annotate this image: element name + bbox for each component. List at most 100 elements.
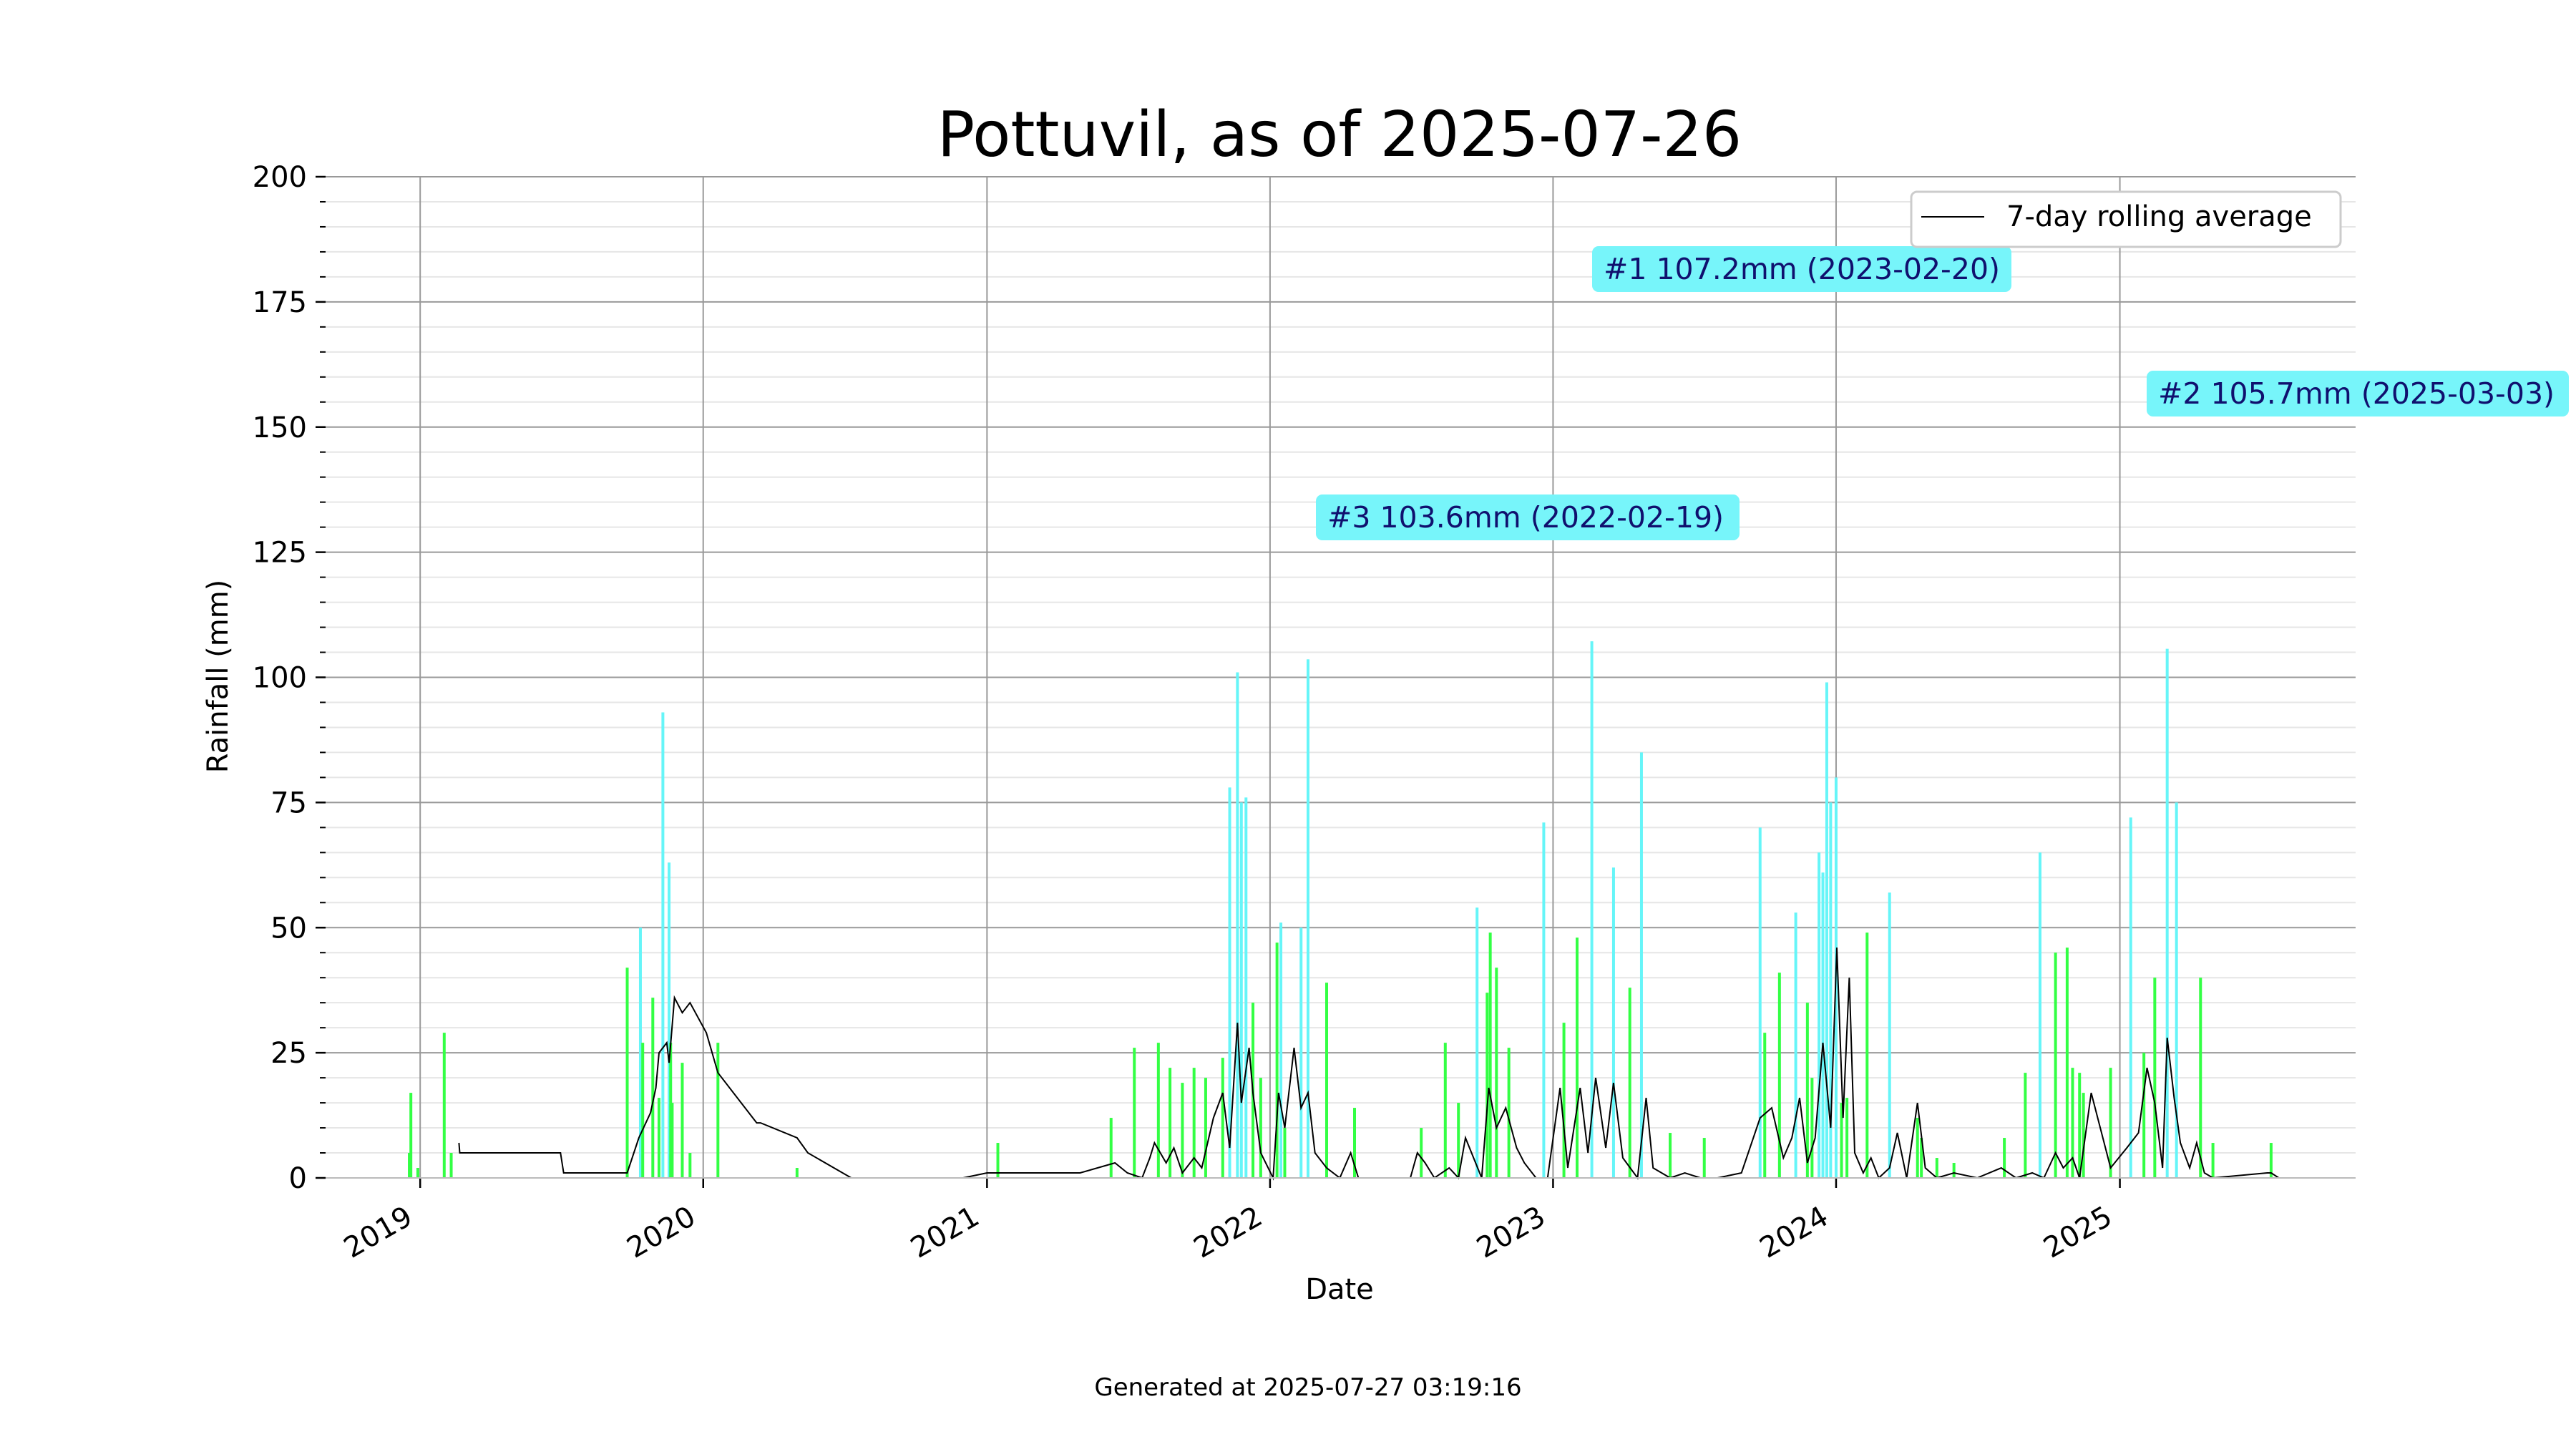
rainfall-bar [1259, 1078, 1262, 1178]
x-tick-label: 2024 [1755, 1200, 1834, 1265]
rainfall-bar [1228, 787, 1231, 1178]
rainfall-bar [1488, 932, 1492, 1178]
rainfall-bar [661, 712, 665, 1178]
rainfall-bar [1669, 1133, 1672, 1178]
rainfall-bar [1109, 1118, 1113, 1178]
y-tick-label: 0 [289, 1162, 307, 1195]
rainfall-bar [651, 998, 655, 1178]
legend-label: 7-day rolling average [2006, 200, 2312, 233]
rainfall-bar [1324, 983, 1328, 1178]
rainfall-bar [1457, 1103, 1460, 1178]
rainfall-bar [1283, 1128, 1287, 1178]
rainfall-bar [2024, 1073, 2027, 1178]
rainfall-bar [1443, 1043, 1447, 1178]
rainfall-bar [1576, 937, 1579, 1178]
x-tick-label: 2021 [905, 1200, 985, 1265]
annotation-box [2147, 371, 2569, 416]
rainfall-bar [1777, 973, 1781, 1178]
rainfall-bar [1169, 1068, 1172, 1178]
rainfall-bar [670, 1103, 674, 1178]
grid [326, 176, 2356, 1179]
annotation-box [1592, 246, 2011, 292]
y-tick-label: 125 [253, 537, 307, 570]
rainfall-bar [668, 862, 671, 1178]
rainfall-bar [1916, 1118, 1919, 1178]
rainfall-bar [1495, 968, 1498, 1178]
rainfall-bar [2038, 852, 2041, 1178]
rainfall-bar [409, 1093, 413, 1178]
annotation-box [1316, 494, 1740, 540]
rainfall-bar [416, 1168, 419, 1178]
rainfall-bar [1181, 1083, 1184, 1178]
y-tick-label: 150 [253, 411, 307, 444]
rainfall-bar [2175, 802, 2178, 1178]
rainfall-bar [1156, 1043, 1160, 1178]
rainfall-bar [1485, 993, 1489, 1178]
rainfall-bar [2078, 1073, 2082, 1178]
rainfall-bar [716, 1043, 720, 1178]
rainfall-bar [1829, 802, 1833, 1178]
rainfall-bar [680, 1063, 684, 1178]
rainfall-bar [688, 1153, 692, 1178]
rainfall-bar [1611, 867, 1615, 1178]
rolling-average-line-layer [458, 947, 2280, 1181]
rainfall-bar [1821, 872, 1825, 1178]
generated-footer: Generated at 2025-07-27 03:19:16 [1094, 1373, 1521, 1402]
rainfall-bar [1639, 752, 1643, 1178]
x-axis-label: Date [1305, 1273, 1374, 1306]
annotation-label: #1 107.2mm (2023-02-20) [1604, 252, 2000, 286]
rainfall-bar [2129, 817, 2132, 1178]
y-tick-label: 50 [270, 912, 307, 945]
rainfall-bar [638, 927, 642, 1178]
rainfall-bar [1221, 1058, 1224, 1178]
rainfall-bar [1236, 672, 1239, 1178]
rainfall-bar [1244, 797, 1248, 1178]
rainfall-bar [1133, 1048, 1136, 1178]
rainfall-bar [641, 1043, 645, 1178]
rainfall-bar [1353, 1108, 1357, 1178]
rainfall-bar [442, 1033, 446, 1178]
rainfall-bar [1888, 892, 1891, 1178]
rainfall-bar [1920, 1138, 1923, 1178]
annotations: #1 107.2mm (2023-02-20) #2 105.7mm (2025-… [1316, 246, 2569, 540]
annotation-label: #2 105.7mm (2025-03-03) [2158, 376, 2555, 411]
rainfall-bar [1204, 1078, 1207, 1178]
rainfall-bar [1542, 822, 1546, 1178]
rainfall-bar [1825, 682, 1828, 1178]
rainfall-bar [1935, 1158, 1938, 1178]
rainfall-bar [996, 1143, 1000, 1178]
rainfall-bar [2142, 1053, 2146, 1178]
rainfall-bar [1239, 802, 1243, 1178]
rainfall-bar [2199, 978, 2202, 1178]
rainfall-bar [2065, 947, 2069, 1178]
x-tick-label: 2019 [338, 1200, 418, 1265]
rainfall-bar [1794, 912, 1797, 1178]
annotation-label: #3 103.6mm (2022-02-19) [1327, 500, 1724, 535]
rainfall-bar [2153, 978, 2157, 1178]
rainfall-bar [2003, 1138, 2006, 1178]
rainfall-bar [1306, 659, 1309, 1178]
y-tick-label: 25 [270, 1037, 307, 1070]
legend: 7-day rolling average [1910, 190, 2342, 248]
rainfall-bar [1628, 988, 1631, 1178]
rainfall-bar [657, 1098, 660, 1178]
y-tick-label: 175 [253, 286, 307, 319]
y-tick-label: 100 [253, 662, 307, 695]
rainfall-bar [1192, 1068, 1196, 1178]
rainfall-bar [408, 1153, 411, 1178]
rainfall-bar [2054, 952, 2057, 1178]
legend-box [1910, 190, 2342, 248]
rainfall-bar [2082, 1093, 2085, 1178]
rainfall-bar [669, 1043, 673, 1178]
rainfall-bar [1845, 1098, 1849, 1178]
rainfall-bar [1507, 1048, 1511, 1178]
rainfall-bar [1758, 827, 1762, 1178]
rainfall-bar [449, 1153, 453, 1178]
rainfall-bar [2211, 1143, 2215, 1178]
rainfall-bar [1279, 922, 1283, 1178]
x-tick-label: 2022 [1189, 1200, 1268, 1265]
rainfall-bar [1299, 927, 1303, 1178]
rainfall-bar [1420, 1128, 1423, 1178]
chart-title: Pottuvil, as of 2025-07-26 [937, 98, 1742, 171]
